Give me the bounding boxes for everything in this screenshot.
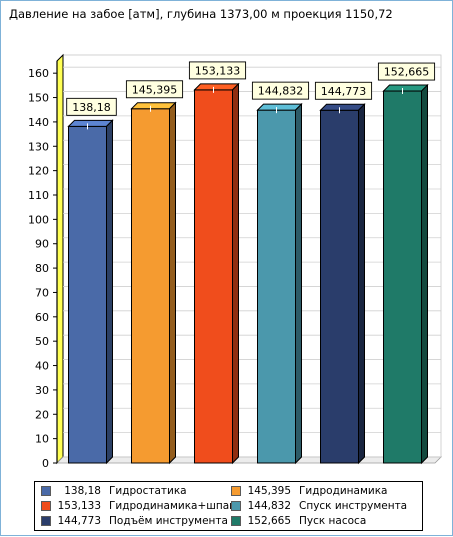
legend-label: Спуск инструмента — [299, 500, 408, 512]
y-tick-label: 70 — [35, 286, 49, 299]
legend-value: 144,773 — [57, 515, 101, 527]
y-tick-label: 30 — [35, 384, 49, 397]
y-tick-label: 10 — [35, 433, 49, 446]
y-tick-label: 80 — [35, 262, 49, 275]
bar — [193, 82, 240, 465]
legend-value: 145,395 — [247, 485, 291, 497]
y-tick-label: 0 — [42, 457, 49, 470]
bar-front — [194, 89, 233, 464]
data-label-box — [125, 80, 184, 99]
legend-swatch — [41, 486, 51, 496]
legend-label: Гидростатика — [109, 485, 187, 497]
y-tick-label: 20 — [35, 408, 49, 421]
legend-value: 144,832 — [247, 500, 291, 512]
legend-item: 144,773 Подъём инструмента — [41, 513, 228, 529]
legend-item: 138,18 Гидростатика — [41, 483, 187, 499]
legend-swatch — [231, 486, 241, 496]
y-tick-label: 160 — [28, 67, 49, 80]
bar-top — [382, 84, 429, 92]
legend-item: 144,832 Спуск инструмента — [231, 498, 407, 514]
data-label-box — [377, 62, 436, 81]
legend-swatch — [231, 516, 241, 526]
legend-value: 138,18 — [64, 485, 101, 497]
data-label: 152,665 — [384, 66, 430, 79]
y-tick-label: 110 — [28, 189, 49, 202]
legend-label: Гидродинамика+шпам — [109, 500, 238, 512]
bar-front — [131, 108, 170, 464]
legend-value: 153,133 — [57, 500, 101, 512]
bar-side — [169, 101, 176, 465]
y-tick-label: 120 — [28, 165, 49, 178]
legend-item: 145,395 Гидродинамика — [231, 483, 387, 499]
y-tick-label: 40 — [35, 360, 49, 373]
bar-front — [383, 90, 422, 464]
bar-side — [232, 82, 239, 465]
legend-label: Подъём инструмента — [109, 515, 228, 527]
bar — [382, 83, 429, 465]
data-label: 153,133 — [195, 64, 241, 77]
data-label: 144,832 — [258, 85, 304, 98]
bar-side — [421, 83, 428, 465]
data-label-box — [251, 81, 310, 100]
bar-top — [67, 119, 114, 127]
bar-top — [319, 103, 366, 111]
legend-swatch — [41, 501, 51, 511]
bar-side — [106, 119, 113, 465]
data-label-box — [66, 97, 117, 116]
bar — [67, 119, 114, 465]
bar-front — [257, 109, 296, 464]
bar-top — [130, 102, 177, 110]
legend-swatch — [231, 501, 241, 511]
bar-side — [295, 102, 302, 465]
legend-item: 153,133 Гидродинамика+шпам — [41, 498, 237, 514]
y-tick-label: 90 — [35, 238, 49, 251]
y-tick-label: 100 — [28, 213, 49, 226]
data-label: 138,18 — [72, 101, 111, 114]
bar-top — [256, 103, 303, 111]
y-tick-label: 50 — [35, 335, 49, 348]
data-label-box — [188, 61, 247, 80]
plot-back-wall — [62, 54, 442, 458]
y-tick-label: 140 — [28, 116, 49, 129]
legend-swatch — [41, 516, 51, 526]
bar-front — [320, 109, 359, 464]
chart-legend: 138,18 Гидростатика 145,395 Гидродинамика 15… — [34, 481, 423, 531]
bar-side — [358, 103, 365, 465]
bar — [130, 101, 177, 465]
bar-top — [193, 83, 240, 91]
bar-front — [68, 125, 107, 464]
y-tick-label: 150 — [28, 92, 49, 105]
legend-label: Гидродинамика — [299, 485, 388, 497]
legend-label: Пуск насоса — [299, 515, 367, 527]
data-label: 145,395 — [132, 83, 178, 96]
data-label-box — [314, 81, 373, 100]
bar — [319, 103, 366, 465]
chart-title: Давление на забое [атм], глубина 1373,00… — [9, 7, 393, 21]
y-tick-label: 130 — [28, 140, 49, 153]
y-tick-label: 60 — [35, 311, 49, 324]
plot-side-wall — [56, 53, 64, 465]
data-label: 144,773 — [321, 85, 367, 98]
legend-item: 152,665 Пуск насоса — [231, 513, 366, 529]
legend-value: 152,665 — [247, 515, 291, 527]
bar — [256, 102, 303, 465]
